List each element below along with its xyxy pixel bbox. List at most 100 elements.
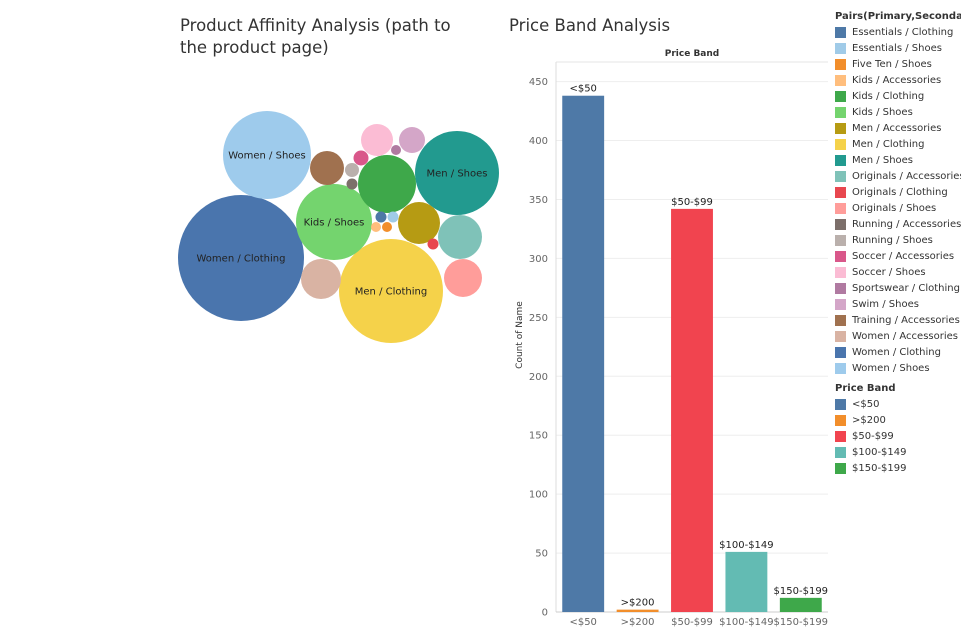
bubble[interactable] [375, 211, 387, 223]
bubble-circle [310, 151, 344, 185]
pairs-legend-item[interactable]: Kids / Shoes [835, 104, 961, 120]
bubble[interactable] [382, 222, 392, 232]
bar[interactable] [725, 551, 768, 612]
price-band-legend-item[interactable]: $50-$99 [835, 428, 907, 444]
pairs-legend-item[interactable]: Essentials / Clothing [835, 24, 961, 40]
bubble-label: Men / Shoes [426, 169, 487, 180]
y-tick-label: 250 [529, 313, 548, 324]
pairs-legend-item[interactable]: Sportswear / Clothing [835, 280, 961, 296]
legend-swatch [835, 414, 846, 426]
legend-swatch [835, 138, 846, 150]
legend-label: Sportswear / Clothing [852, 282, 960, 294]
bubble[interactable]: Women / Shoes [223, 111, 311, 199]
legend-swatch [835, 74, 846, 86]
legend-label: $100-$149 [852, 446, 907, 458]
pairs-legend-item[interactable]: Originals / Accessories [835, 168, 961, 184]
pairs-legend-item[interactable]: Men / Clothing [835, 136, 961, 152]
pairs-legend-item[interactable]: Men / Accessories [835, 120, 961, 136]
pairs-legend-item[interactable]: Swim / Shoes [835, 296, 961, 312]
bubble[interactable] [391, 145, 401, 155]
pairs-legend-item[interactable]: Soccer / Shoes [835, 264, 961, 280]
bubble[interactable] [371, 222, 381, 232]
price-band-legend-item[interactable]: <$50 [835, 396, 907, 412]
bar[interactable] [671, 208, 713, 613]
bubble[interactable] [444, 259, 482, 297]
bubble-circle [415, 131, 499, 215]
bubble-circle [223, 111, 311, 199]
legend-swatch [835, 90, 846, 102]
legend-label: Men / Accessories [852, 122, 942, 134]
bubble-circle [178, 195, 304, 321]
pairs-legend-item[interactable]: Kids / Clothing [835, 88, 961, 104]
pairs-legend-item[interactable]: Men / Shoes [835, 152, 961, 168]
bubble[interactable] [361, 124, 393, 156]
pairs-legend-item[interactable]: Kids / Accessories [835, 72, 961, 88]
legend-swatch [835, 314, 846, 326]
bubble[interactable] [399, 127, 425, 153]
pairs-legend-item[interactable]: Five Ten / Shoes [835, 56, 961, 72]
pairs-legend-item[interactable]: Originals / Clothing [835, 184, 961, 200]
pairs-legend-item[interactable]: Running / Shoes [835, 232, 961, 248]
price-band-legend-item[interactable]: >$200 [835, 412, 907, 428]
legend-swatch [835, 330, 846, 342]
bubble-circle [387, 211, 399, 223]
bubble[interactable]: Kids / Shoes [296, 184, 372, 260]
pairs-legend-item[interactable]: Soccer / Accessories [835, 248, 961, 264]
bubble[interactable] [398, 202, 440, 244]
legend-swatch [835, 362, 846, 374]
y-axis-label: Count of Name [515, 301, 525, 369]
legend-label: Originals / Accessories [852, 170, 961, 182]
legend-label: <$50 [852, 398, 880, 410]
bubble[interactable] [310, 151, 344, 185]
pairs-legend-item[interactable]: Women / Shoes [835, 360, 961, 376]
bar[interactable] [779, 597, 822, 612]
bar[interactable] [562, 95, 605, 613]
bubble[interactable] [427, 238, 439, 250]
legend-swatch [835, 250, 846, 262]
bar-chart-title: Price Band Analysis [509, 16, 671, 35]
legend-swatch [835, 430, 846, 442]
bar[interactable] [616, 609, 659, 612]
legend-label: Running / Accessories [852, 218, 961, 230]
pairs-legend-item[interactable]: Training / Accessories [835, 312, 961, 328]
pairs-legend-item[interactable]: Women / Accessories [835, 328, 961, 344]
bubble-circle [444, 259, 482, 297]
legend-swatch [835, 218, 846, 230]
bubble-circle [361, 124, 393, 156]
bubble[interactable] [358, 155, 416, 213]
pairs-legend-item[interactable]: Running / Accessories [835, 216, 961, 232]
legend-swatch [835, 186, 846, 198]
legend-swatch [835, 398, 846, 410]
y-tick-label: 100 [529, 490, 548, 501]
bubble[interactable] [438, 215, 482, 259]
legend-label: Five Ten / Shoes [852, 58, 932, 70]
bubble-circle [296, 184, 372, 260]
legend-swatch [835, 26, 846, 38]
pairs-legend-item[interactable]: Originals / Shoes [835, 200, 961, 216]
legend-label: Training / Accessories [852, 314, 960, 326]
price-band-legend-title: Price Band [835, 383, 896, 394]
price-band-legend-item[interactable]: $150-$199 [835, 460, 907, 476]
bubble[interactable] [387, 211, 399, 223]
bubble[interactable] [353, 150, 369, 166]
legend-label: $50-$99 [852, 430, 894, 442]
legend-label: Soccer / Accessories [852, 250, 955, 262]
bubble[interactable]: Men / Clothing [339, 239, 443, 343]
bubble[interactable] [346, 178, 358, 190]
legend-label: Swim / Shoes [852, 298, 919, 310]
pairs-legend-item[interactable]: Essentials / Shoes [835, 40, 961, 56]
bubble[interactable] [345, 163, 359, 177]
y-tick-label: 150 [529, 431, 548, 442]
bar-data-label: $50-$99 [671, 197, 713, 208]
legend-swatch [835, 346, 846, 358]
bar-data-label: $100-$149 [719, 540, 774, 551]
bubble-circle [427, 238, 439, 250]
bubble[interactable] [301, 259, 341, 299]
legend-swatch [835, 446, 846, 458]
bubble[interactable]: Men / Shoes [415, 131, 499, 215]
pairs-legend-item[interactable]: Women / Clothing [835, 344, 961, 360]
price-band-legend-item[interactable]: $100-$149 [835, 444, 907, 460]
legend-swatch [835, 58, 846, 70]
bubble[interactable]: Women / Clothing [178, 195, 304, 321]
pairs-legend-title: Pairs(Primary,Secondary) [835, 11, 961, 22]
